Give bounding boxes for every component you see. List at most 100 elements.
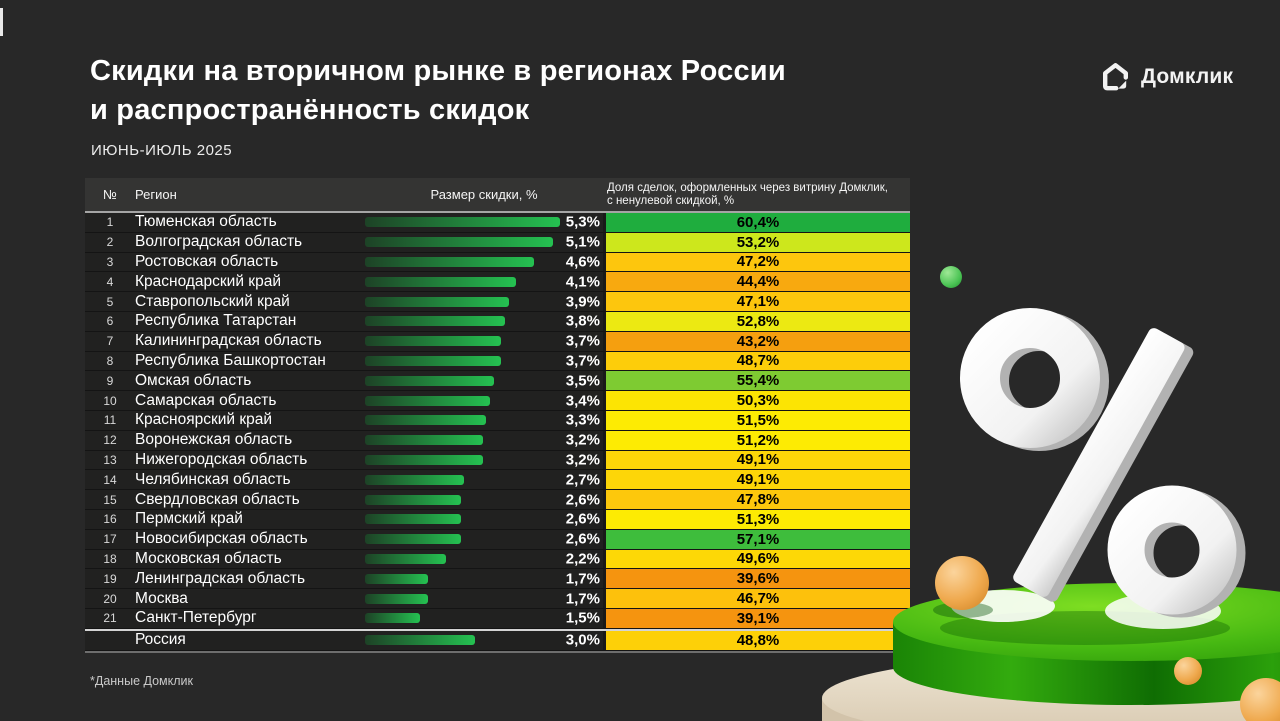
discount-value: 5,1% xyxy=(565,233,600,251)
row-number: 9 xyxy=(106,373,114,388)
table-body: 1 Тюменская область 5,3% 60,4% 2 Волгоградска… xyxy=(85,213,910,653)
brand-name: Домклик xyxy=(1141,65,1234,88)
discount-bar-cell: 3,3% xyxy=(365,411,603,430)
discount-value: 3,9% xyxy=(565,293,600,311)
discount-bar xyxy=(365,256,535,267)
table-row: 14 Челябинская область 2,7% 49,1% xyxy=(85,470,910,491)
region-name: Волгоградская область xyxy=(135,233,303,251)
discount-bar xyxy=(365,395,491,406)
discount-bar-cell: 2,6% xyxy=(365,530,603,549)
discount-bar-cell: 5,3% xyxy=(365,213,603,232)
page-title-line2: и распространённость скидок xyxy=(90,94,530,126)
share-cell: 51,3% xyxy=(603,509,910,529)
data-source-note: *Данные Домклик xyxy=(90,674,194,688)
discount-value: 3,7% xyxy=(565,332,600,350)
share-cell: 44,4% xyxy=(603,272,910,292)
discount-value: 1,5% xyxy=(565,609,600,627)
table-row: 18 Московская область 2,2% 49,6% xyxy=(85,549,910,570)
discount-value: 2,2% xyxy=(565,550,600,568)
header-region: Регион xyxy=(135,187,177,202)
region-name: Санкт-Петербург xyxy=(135,609,257,627)
share-cell: 49,1% xyxy=(603,470,910,490)
row-number: 6 xyxy=(106,314,114,329)
discount-value: 3,0% xyxy=(565,631,600,649)
row-number: 7 xyxy=(106,334,114,349)
table-row: 13 Нижегородская область 3,2% 49,1% xyxy=(85,450,910,471)
decor-spheres xyxy=(933,266,1280,721)
discount-value: 3,7% xyxy=(565,352,600,370)
table-row: 17 Новосибирская область 2,6% 57,1% xyxy=(85,529,910,550)
share-cell: 39,1% xyxy=(603,608,910,628)
region-name: Челябинская область xyxy=(135,470,291,488)
discount-bar xyxy=(365,217,560,228)
discount-bar xyxy=(365,375,494,386)
share-cell: 51,2% xyxy=(603,430,910,450)
region-name: Нижегородская область xyxy=(135,450,308,468)
header-deal-share-line1: Доля сделок, оформленных через витрину Д… xyxy=(607,181,888,194)
discount-bar xyxy=(365,573,428,584)
green-sphere xyxy=(940,266,962,288)
discount-bar-cell: 4,6% xyxy=(365,253,603,272)
period-subtitle: ИЮНЬ-ИЮЛЬ 2025 xyxy=(91,142,233,159)
row-number: 5 xyxy=(106,294,114,309)
region-name: Краснодарский край xyxy=(135,272,281,290)
discount-bar-cell: 2,7% xyxy=(365,470,603,489)
header-discount-size: Размер скидки, % xyxy=(430,187,538,202)
region-name: Свердловская область xyxy=(135,490,300,508)
discount-bar-cell: 3,9% xyxy=(365,292,603,311)
share-cell: 49,6% xyxy=(603,549,910,569)
table-row: 21 Санкт-Петербург 1,5% 39,1% xyxy=(85,608,910,629)
discount-bar-cell: 2,6% xyxy=(365,510,603,529)
green-podium xyxy=(893,583,1280,705)
discount-bar xyxy=(365,435,483,446)
table-row: 9 Омская область 3,5% 55,4% xyxy=(85,371,910,392)
table-row: 20 Москва 1,7% 46,7% xyxy=(85,589,910,609)
discount-bar xyxy=(365,534,461,545)
row-number: 15 xyxy=(103,492,117,507)
header-deal-share-line2: с ненулевой скидкой, % xyxy=(607,194,735,207)
discount-value: 3,2% xyxy=(565,451,600,469)
discount-bar-cell: 1,7% xyxy=(365,569,603,588)
share-cell: 55,4% xyxy=(603,371,910,391)
share-cell: 48,7% xyxy=(603,351,910,371)
row-number: 8 xyxy=(106,353,114,368)
region-name: Россия xyxy=(135,631,186,649)
discount-bar-cell: 3,8% xyxy=(365,312,603,331)
discount-bar xyxy=(365,415,487,426)
table-row: 16 Пермский край 2,6% 51,3% xyxy=(85,509,910,530)
discount-bar xyxy=(365,237,553,248)
table-row: 15 Свердловская область 2,6% 47,8% xyxy=(85,490,910,510)
region-name: Самарская область xyxy=(135,391,277,409)
discount-bar xyxy=(365,296,509,307)
table-row: 19 Ленинградская область 1,7% 39,6% xyxy=(85,569,910,590)
left-edge-accent xyxy=(0,8,3,36)
discount-bar xyxy=(365,553,446,564)
orange-sphere-corner xyxy=(1240,678,1280,721)
discount-bar-cell: 5,1% xyxy=(365,233,603,252)
table-row: 4 Краснодарский край 4,1% 44,4% xyxy=(85,272,910,293)
region-name: Ставропольский край xyxy=(135,292,290,310)
region-name: Новосибирская область xyxy=(135,530,308,548)
table-row-total: Россия 3,0% 48,8% xyxy=(85,628,910,651)
region-name: Пермский край xyxy=(135,510,243,528)
discount-value: 3,2% xyxy=(565,431,600,449)
discount-value: 5,3% xyxy=(565,213,600,231)
share-cell: 39,6% xyxy=(603,569,910,589)
row-number: 20 xyxy=(103,591,117,606)
header-number: № xyxy=(103,187,117,202)
row-number: 2 xyxy=(106,235,114,250)
domclick-house-icon xyxy=(1103,63,1128,91)
table-row: 2 Волгоградская область 5,1% 53,2% xyxy=(85,232,910,253)
share-cell: 47,1% xyxy=(603,292,910,311)
row-number: 21 xyxy=(103,611,117,626)
share-cell: 43,2% xyxy=(603,331,910,351)
discount-bar-cell: 3,7% xyxy=(365,352,603,371)
discount-value: 3,3% xyxy=(565,411,600,429)
share-cell: 47,8% xyxy=(603,490,910,509)
share-cell: 53,2% xyxy=(603,232,910,252)
discount-value: 1,7% xyxy=(565,590,600,608)
discount-value: 3,4% xyxy=(565,392,600,410)
region-name: Тюменская область xyxy=(135,213,277,231)
row-number: 11 xyxy=(103,413,117,428)
